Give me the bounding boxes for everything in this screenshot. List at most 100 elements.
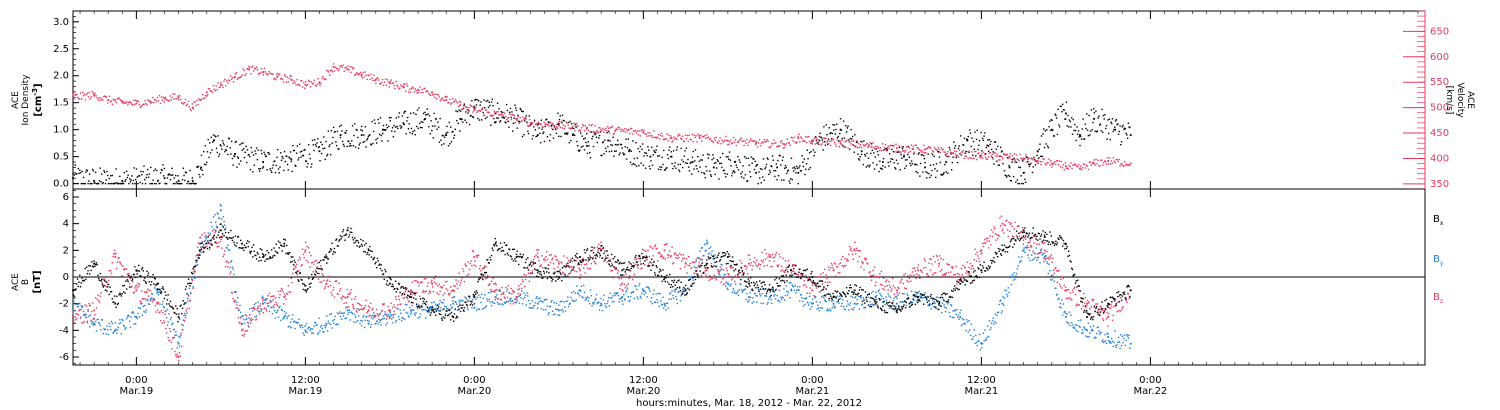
bz-sample [350, 289, 352, 291]
by-sample [831, 307, 833, 309]
by-sample [85, 314, 87, 316]
density-sample [468, 123, 471, 126]
density-sample [313, 149, 315, 152]
velocity-sample [1044, 162, 1046, 165]
bz-sample [304, 251, 306, 253]
bz-sample [474, 265, 477, 267]
by-sample [1016, 268, 1019, 270]
density-point [572, 134, 574, 136]
density-sample [569, 120, 571, 123]
by-sample [96, 319, 98, 321]
velocity-sample [754, 143, 757, 146]
velocity-sample [815, 137, 817, 139]
density-sample [511, 130, 514, 132]
by-sample [148, 303, 151, 306]
by-sample [237, 309, 240, 312]
by-sample [1115, 346, 1118, 349]
by-sample [1058, 297, 1060, 300]
density-sample [269, 168, 271, 170]
velocity-sample [523, 118, 525, 120]
by-sample [1018, 256, 1020, 258]
velocity-sample [850, 143, 852, 145]
density-sample [88, 180, 90, 182]
velocity-sample [405, 83, 408, 85]
velocity-sample [194, 101, 196, 103]
density-sample [477, 117, 479, 120]
bz-sample [503, 296, 506, 298]
density-sample [340, 124, 342, 127]
velocity-sample [413, 91, 416, 93]
bz-sample [576, 271, 578, 273]
bz-sample [169, 339, 171, 342]
velocity-sample [1005, 153, 1008, 156]
density-sample [766, 157, 768, 159]
by-sample [806, 301, 809, 304]
bz-sample [533, 258, 535, 261]
velocity-sample [266, 74, 268, 76]
density-sample [461, 118, 463, 120]
density-sample [971, 137, 973, 139]
velocity-sample [402, 85, 404, 88]
by-sample [296, 321, 299, 324]
bz-sample [339, 288, 342, 290]
bz-sample [165, 327, 167, 330]
velocity-sample [1024, 157, 1026, 160]
bz-sample [241, 334, 243, 336]
by-sample [135, 316, 138, 318]
by-sample [387, 314, 389, 316]
by-sample [156, 292, 158, 294]
by-sample [113, 331, 115, 333]
by-sample [308, 326, 310, 329]
by-sample [763, 288, 765, 291]
velocity-sample [392, 82, 394, 84]
bz-sample [319, 281, 321, 283]
bz-sample [550, 253, 552, 256]
density-sample [652, 154, 654, 156]
density-sample [80, 182, 83, 185]
by-sample [486, 298, 488, 300]
density-point [839, 128, 842, 131]
by-sample [977, 340, 979, 342]
velocity-sample [1036, 162, 1039, 164]
density-sample [324, 158, 327, 161]
density-sample [1111, 122, 1113, 125]
density-sample [577, 149, 580, 152]
density-sample [557, 112, 559, 114]
bz-sample [569, 266, 571, 268]
density-sample [440, 139, 442, 141]
by-sample [366, 315, 368, 318]
density-sample [1051, 119, 1053, 122]
density-sample [369, 134, 371, 136]
by-sample [117, 326, 120, 329]
by-sample [539, 300, 542, 302]
by-sample [500, 299, 503, 301]
velocity-sample [811, 143, 814, 145]
velocity-point [417, 88, 419, 91]
by-sample [756, 301, 758, 303]
by-sample [1037, 256, 1040, 259]
by-sample [201, 240, 203, 243]
density-sample [274, 160, 276, 162]
velocity-sample [494, 111, 496, 113]
velocity-sample [1028, 157, 1030, 160]
by-sample [843, 308, 846, 310]
by-sample [316, 323, 318, 326]
by-sample [428, 310, 431, 312]
velocity-sample [273, 78, 275, 80]
density-sample [199, 176, 201, 178]
bz-sample [553, 268, 555, 270]
by-point [283, 316, 286, 318]
bz-sample [401, 293, 404, 296]
velocity-sample [164, 96, 167, 99]
bz-sample [321, 273, 324, 275]
density-sample [848, 148, 851, 151]
bz-sample [199, 236, 202, 239]
by-sample [822, 295, 824, 297]
velocity-sample [156, 96, 159, 99]
density-sample [772, 159, 775, 161]
density-sample [386, 126, 388, 129]
velocity-sample [216, 89, 218, 91]
density-sample [1121, 126, 1124, 128]
bz-sample [244, 330, 246, 332]
density-sample [196, 166, 198, 168]
